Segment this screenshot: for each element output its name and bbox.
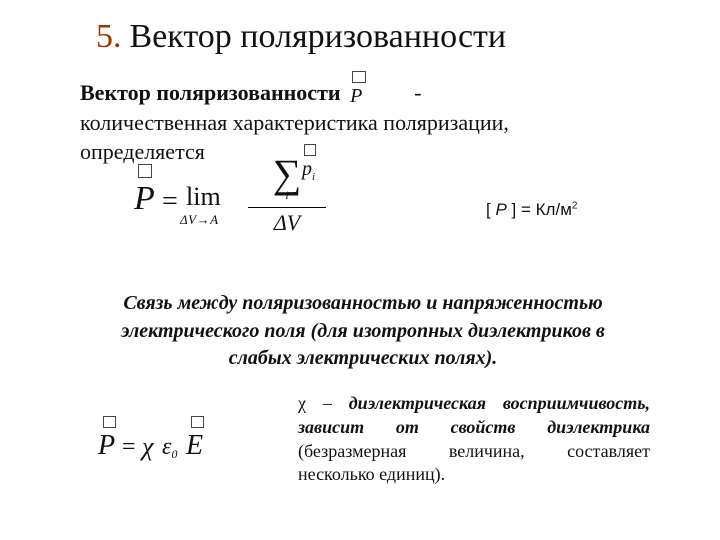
intro-line2: количественная характеристика поляризаци… <box>80 110 509 135</box>
title-text: Вектор поляризованности <box>130 18 507 56</box>
formula-lim: lim <box>186 182 221 212</box>
title-number: 5. <box>96 18 122 56</box>
slide: 5. Вектор поляризованности Вектор поляри… <box>0 0 720 540</box>
chi-rest: (безразмерная величина, составляет неско… <box>298 441 650 485</box>
vector-box-icon <box>138 164 152 178</box>
formula2-eq: = <box>122 434 136 461</box>
vector-box-icon <box>103 416 116 428</box>
vector-box-icon <box>304 144 316 156</box>
p-vector-inline-icon: P <box>346 81 370 103</box>
intro-bold-lead: Вектор поляризованности <box>80 80 341 105</box>
formula2-chi: χ <box>142 432 153 462</box>
main-formula: P = lim ΔV→A pi ∑ i ΔV <box>134 150 454 260</box>
chi-symbol: χ <box>298 393 306 413</box>
formula-P: P <box>134 180 155 218</box>
relation-heading: Связь между поляризованностью и напряжен… <box>78 290 648 373</box>
units-label: [ P ] = Кл/м2 <box>486 200 577 220</box>
vector-box-icon <box>191 416 204 428</box>
relation-l1: Связь между поляризованностью и напряжен… <box>123 292 602 314</box>
intro-dash: - <box>414 80 421 105</box>
formula-lim-sub: ΔV→A <box>180 212 219 228</box>
fraction-bar <box>248 207 326 208</box>
formula2-eps: ε0 <box>162 434 177 462</box>
sigma-sub: i <box>242 188 332 203</box>
formula2-P: P <box>98 430 115 462</box>
formula-fraction: pi ∑ i ΔV <box>242 150 332 260</box>
chi-bold: диэлектрическая восприимчивость, зависит… <box>298 393 650 437</box>
formula-denom: ΔV <box>242 210 332 236</box>
relation-l3: слабых электрических полях). <box>229 347 498 369</box>
formula-pi: pi <box>302 158 315 183</box>
formula-eq: = <box>162 186 178 218</box>
formula2-E: E <box>186 430 203 462</box>
relation-l2: электрического поля (для изотропных диэл… <box>121 320 605 342</box>
slide-title: 5. Вектор поляризованности <box>96 18 656 56</box>
chi-description: χ – диэлектрическая восприимчивость, зав… <box>298 392 650 487</box>
